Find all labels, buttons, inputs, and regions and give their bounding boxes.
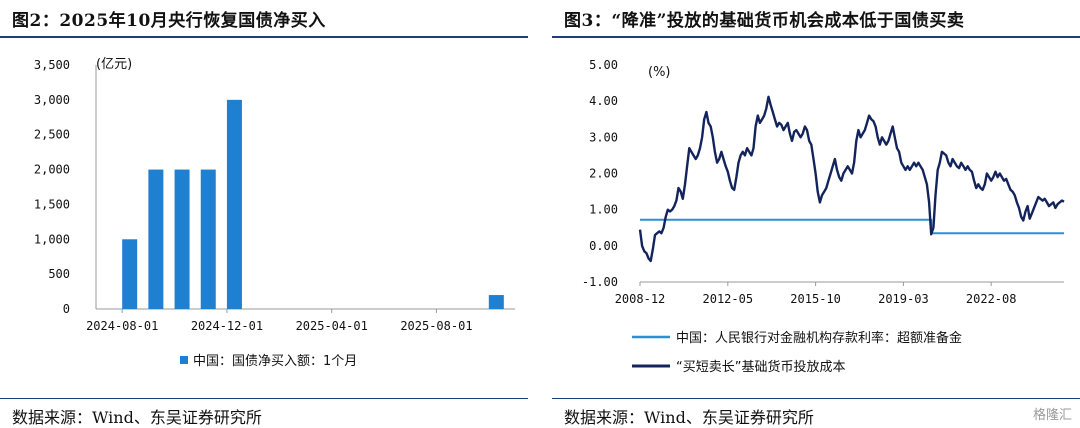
x-tick-label: 2025-04-01: [296, 319, 368, 333]
right-figure-title: 图3：“降准”投放的基础货币机会成本低于国债买卖: [564, 11, 965, 31]
x-tick-label: 2008-12: [615, 292, 666, 306]
bar: [174, 169, 190, 309]
buy-short-sell-long-cost-line: [638, 95, 1065, 263]
y-tick-label: 3,000: [34, 93, 70, 107]
line-chart: -1.00 0.00 1.00 2.00 3.00 4.00 5.00 (%) 2008-12 2…: [582, 58, 1065, 375]
bar: [122, 239, 138, 309]
x-tick-label: 2024-08-01: [86, 319, 158, 333]
y-tick-label: 2.00: [589, 167, 618, 181]
y-tick-label: 1.00: [589, 203, 618, 217]
y-tick-label: -1.00: [582, 275, 618, 289]
y-tick-label: 3.00: [589, 130, 618, 144]
y-tick-label: 4.00: [589, 94, 618, 108]
legend-swatch: [180, 356, 188, 364]
y-tick-label: 2,500: [34, 128, 70, 142]
y-tick-label: 0: [63, 302, 70, 316]
legend-label: 中国：国债净买入额：1个月: [193, 354, 357, 369]
y-tick-label: 0.00: [589, 239, 618, 253]
x-tick-label: 2015-10: [790, 292, 841, 306]
right-figure-panel: 图3：“降准”投放的基础货币机会成本低于国债买卖 -1.00 0.00 1.00 2.…: [552, 0, 1080, 428]
y-tick-label: 3,500: [34, 58, 70, 72]
x-tick-label: 2019-03: [878, 292, 929, 306]
x-tick-label: 2022-08: [966, 292, 1017, 306]
legend-label: 中国：人民银行对金融机构存款利率：超额准备金: [676, 330, 962, 346]
left-figure-title: 图2：2025年10月央行恢复国债净买入: [12, 11, 326, 31]
y-tick-label: 1,500: [34, 197, 70, 211]
y-tick-label: 5.00: [589, 58, 618, 72]
x-tick-label: 2025-08-01: [400, 319, 472, 333]
legend-label: “买短卖长”基础货币投放成本: [676, 359, 845, 375]
y-unit-label: (亿元): [96, 57, 132, 72]
y-unit-label: (%): [648, 65, 671, 80]
bar: [226, 99, 242, 309]
right-title-rule: [552, 36, 1080, 38]
left-figure-panel: 图2：2025年10月央行恢复国债净买入 0 500 1,000 1,500 2,000…: [0, 0, 528, 428]
bar: [488, 295, 504, 309]
right-source-rule: [552, 398, 1080, 399]
y-tick-label: 500: [48, 267, 70, 281]
watermark-logo: 格隆汇: [1032, 408, 1072, 423]
x-tick-label: 2024-12-01: [191, 319, 263, 333]
bar: [200, 169, 216, 309]
bar-chart: 0 500 1,000 1,500 2,000 2,500 3,000 3,500 (亿元) 20…: [34, 57, 515, 369]
bar: [148, 169, 164, 309]
left-title-rule: [0, 36, 528, 38]
left-source-rule: [0, 398, 528, 399]
left-data-source: 数据来源：Wind、东吴证券研究所: [12, 408, 262, 427]
x-tick-label: 2012-05: [703, 292, 754, 306]
excess-reserve-rate-line: [640, 218, 1064, 235]
right-data-source: 数据来源：Wind、东吴证券研究所: [564, 408, 814, 427]
y-tick-label: 1,000: [34, 232, 70, 246]
y-tick-label: 2,000: [34, 163, 70, 177]
